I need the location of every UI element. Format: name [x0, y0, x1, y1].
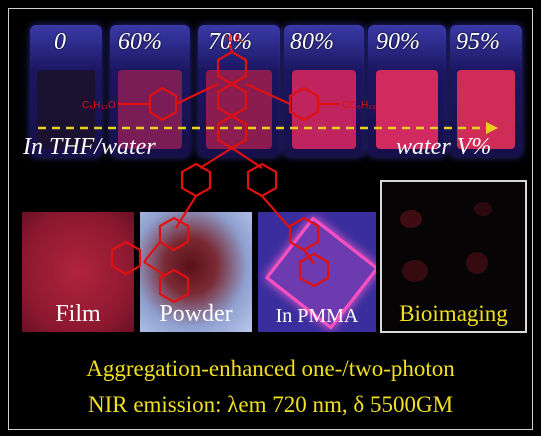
vial-label: 90%	[376, 29, 420, 55]
panel-powder-label: Powder	[159, 301, 233, 327]
vial-label: 95%	[456, 29, 500, 55]
vial-label: 60%	[118, 29, 162, 55]
panel-bio-label: Bioimaging	[399, 301, 508, 326]
vial-80: 80%	[284, 25, 364, 157]
panel-film: Film	[22, 212, 134, 332]
caption-solvent: In THF/water	[23, 134, 156, 160]
vial-label: 0	[54, 29, 66, 55]
vial-liquid	[292, 69, 356, 150]
cell-spot	[466, 252, 488, 274]
vial-90: 90%	[368, 25, 446, 157]
vial-label: 70%	[208, 29, 252, 55]
panel-powder: Powder	[140, 212, 252, 332]
cell-spot	[402, 260, 428, 282]
panel-bioimaging: Bioimaging	[380, 180, 527, 333]
cell-spot	[400, 210, 422, 228]
vial-liquid	[375, 69, 439, 150]
panel-pmma-label: In PMMA	[275, 305, 359, 327]
vial-70: 70%	[198, 25, 280, 157]
vial-liquid	[206, 69, 272, 150]
panel-pmma: In PMMA	[258, 212, 376, 332]
caption-water-fraction: water V%	[396, 134, 492, 160]
vial-liquid	[37, 69, 95, 150]
vial-95: 95%	[450, 25, 522, 157]
panel-film-label: Film	[55, 301, 101, 327]
footer-line-1: Aggregation-enhanced one-/two-photon	[86, 356, 455, 381]
cell-spot	[474, 202, 492, 216]
footer-line-2: NIR emission: λem 720 nm, δ 5500GM	[87, 392, 454, 417]
vial-0: 0	[30, 25, 102, 157]
vial-liquid	[457, 69, 515, 150]
vial-label: 80%	[290, 29, 334, 55]
